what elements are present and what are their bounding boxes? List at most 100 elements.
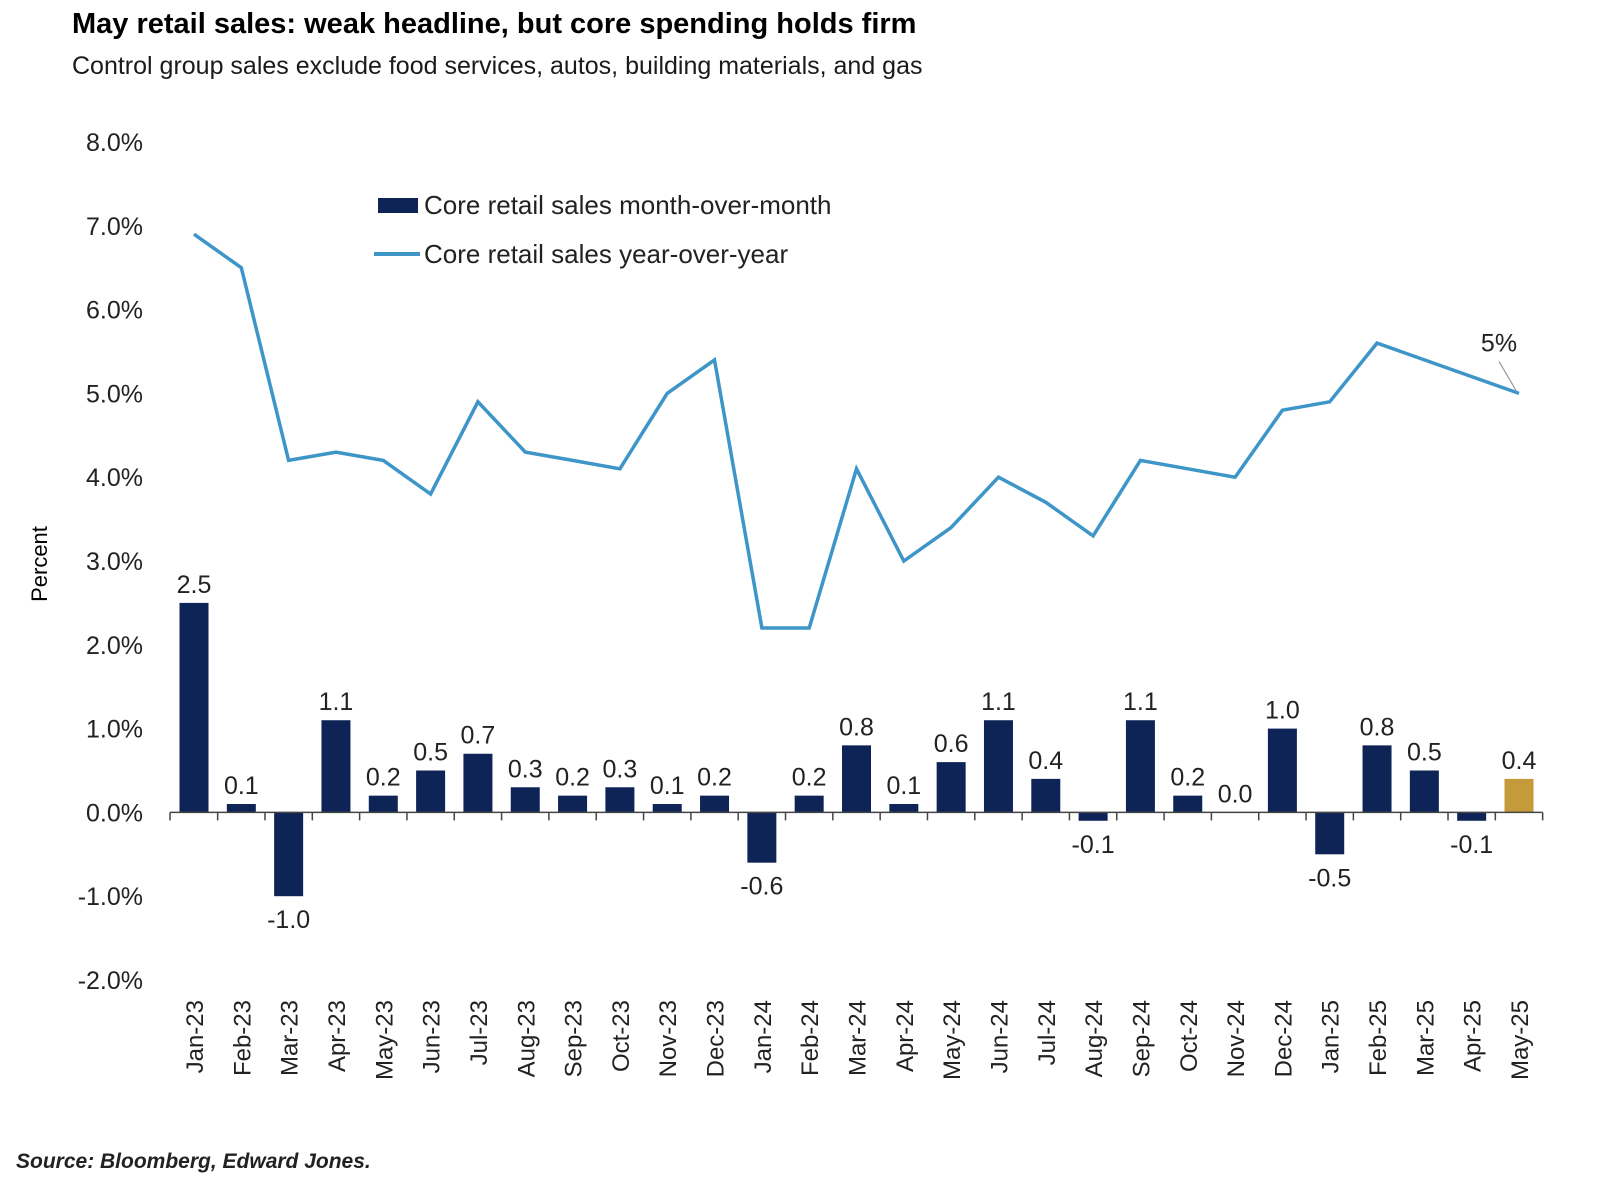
bar [794,795,824,813]
y-tick-label: 6.0% [86,297,143,325]
bar-data-labels: 2.5 0.1 -1.0 1.1 0.2 0.5 0.7 0.3 0.2 0.3 0.1 0.2 -0.… [177,571,1537,934]
bar [1173,795,1203,813]
bar-data-label: -0.1 [1072,831,1115,859]
chart-canvas: 8.0% 7.0% 6.0% 5.0% 4.0% 3.0% 2.0% 1.0% 0.0% -1.0… [27,129,1544,1080]
x-tick-label: Oct-24 [1176,1000,1203,1072]
y-tick-label: -1.0% [78,883,143,911]
bar-data-label: 0.2 [792,764,827,792]
bar [747,812,777,863]
x-axis-line [169,811,1544,821]
legend-label-bar: Core retail sales month-over-month [424,190,832,220]
bar [416,770,446,813]
x-tick-label: Mar-24 [845,1000,872,1076]
bar-data-label: 1.1 [981,688,1016,716]
bar [1457,812,1487,821]
x-tick-label: Dec-24 [1270,1000,1297,1077]
bar [1504,778,1534,813]
x-tick-label: Apr-24 [892,1000,919,1072]
bar [652,804,682,813]
x-tick-label: Nov-24 [1223,1000,1250,1077]
x-tick-label: Jun-23 [419,1000,446,1073]
bar-data-label: -0.1 [1450,831,1493,859]
x-tick-label: Oct-23 [608,1000,635,1072]
bar [1409,770,1439,813]
bar [510,787,540,813]
line-series [192,232,1520,630]
bar [842,745,871,813]
bar [274,812,304,897]
bar-data-label: 0.4 [1502,747,1537,775]
bar [1315,812,1345,855]
bar-data-label: -0.6 [740,873,783,901]
legend: Core retail sales month-over-month Core … [374,190,832,269]
x-tick-label: Feb-23 [229,1000,256,1076]
bar [889,804,919,813]
bar [463,753,493,813]
bar [368,795,398,813]
x-axis-tick-labels: Jan-23 Feb-23 Mar-23 Apr-23 May-23 Jun-23 Jul-… [182,1000,1534,1080]
bar-data-label: 0.2 [1170,764,1205,792]
chart-title: May retail sales: weak headline, but cor… [72,8,917,40]
x-tick-label: Sep-24 [1128,1000,1155,1077]
bar-data-label: 1.1 [1123,688,1158,716]
x-tick-label: Aug-23 [513,1000,540,1077]
x-tick-label: Feb-24 [797,1000,824,1076]
bar [1078,812,1108,821]
bar-data-label: 0.2 [366,764,401,792]
source-note: Source: Bloomberg, Edward Jones. [16,1150,371,1173]
bar [1125,720,1155,813]
x-tick-label: Sep-23 [561,1000,588,1077]
bar-data-label: 2.5 [177,571,212,599]
bar [936,762,966,813]
x-tick-label: May-24 [939,1000,966,1080]
x-tick-label: Jan-24 [750,1000,777,1073]
bar [700,795,730,813]
yoy-line [192,232,1520,630]
annotation-leader [1498,361,1517,391]
y-axis: 8.0% 7.0% 6.0% 5.0% 4.0% 3.0% 2.0% 1.0% 0.0% -1.0… [78,129,143,995]
bar-data-label: 0.0 [1218,780,1253,808]
bar-data-label: 0.6 [934,730,969,758]
x-tick-label: Mar-25 [1412,1000,1439,1076]
y-axis-label: Percent [27,526,52,602]
legend-swatch-bar [378,198,418,213]
bar-data-label: 0.2 [697,764,732,792]
bar-data-label: 0.5 [1407,739,1442,767]
bar-data-label: 0.7 [461,722,496,750]
bar-data-label: 0.1 [650,772,685,800]
y-tick-label: 7.0% [86,213,143,241]
chart-subtitle: Control group sales exclude food service… [72,52,923,80]
bar-data-label: 0.5 [413,739,448,767]
x-tick-label: Nov-23 [655,1000,682,1077]
y-tick-label: 5.0% [86,380,143,408]
legend-label-line: Core retail sales year-over-year [424,239,788,269]
bar-data-label: 0.1 [224,772,259,800]
y-tick-label: 1.0% [86,716,143,744]
x-tick-label: Jan-23 [182,1000,209,1073]
x-tick-label: Jul-23 [466,1000,493,1065]
x-tick-label: Mar-23 [277,1000,304,1076]
x-tick-label: Feb-25 [1365,1000,1392,1076]
y-tick-label: 2.0% [86,632,143,660]
bar [605,787,635,813]
bar-data-label: 0.4 [1028,747,1063,775]
annotation: 5% [1481,329,1517,391]
bar-data-label: 0.1 [886,772,921,800]
bar-data-label: -1.0 [267,906,310,934]
bar [179,602,209,813]
bar [983,720,1013,813]
bar-data-label: -0.5 [1308,864,1351,892]
x-tick-label: May-25 [1507,1000,1534,1080]
x-tick-label: Apr-25 [1460,1000,1487,1072]
x-tick-label: Apr-23 [324,1000,351,1072]
x-tick-label: Aug-24 [1081,1000,1108,1077]
bar-data-label: 1.1 [319,688,354,716]
bar-series [179,602,1534,897]
x-tick-label: Jun-24 [986,1000,1013,1073]
bar [321,720,351,813]
bar-data-label: 0.8 [1360,713,1395,741]
bar [226,804,256,813]
bar-data-label: 0.3 [603,755,638,783]
y-tick-label: 8.0% [86,129,143,157]
bar-data-label: 0.2 [555,764,590,792]
